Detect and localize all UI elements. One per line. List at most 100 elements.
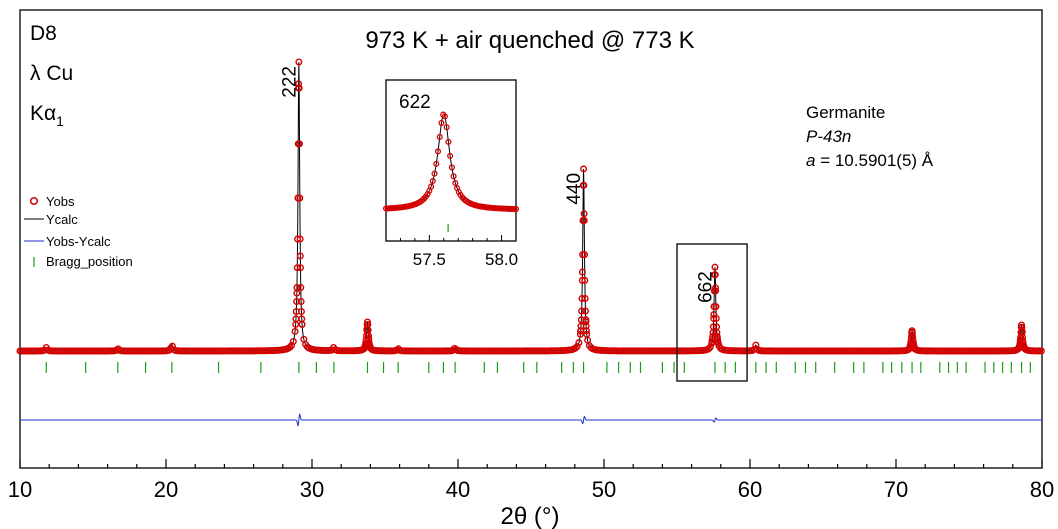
yobs-point <box>710 315 718 323</box>
yobs-point <box>297 308 305 316</box>
yobs-point <box>712 287 720 295</box>
yobs-point <box>293 298 301 306</box>
yobs-point <box>575 339 583 347</box>
inset-yobs-point <box>434 148 442 155</box>
legend: Yobs Ycalc Yobs-Ycalc Bragg_position <box>24 194 133 269</box>
yobs-point <box>573 343 581 351</box>
inset-yobs-point <box>441 113 448 120</box>
inset-yobs-point <box>445 138 452 145</box>
yobs-point <box>1019 333 1027 341</box>
yobs-point <box>580 210 588 218</box>
inset-tick-label: 58.0 <box>485 250 518 269</box>
yobs-point <box>295 58 303 66</box>
inset-yobs-point <box>436 133 443 140</box>
instrument-label-3-main: Kα <box>30 102 56 125</box>
yobs-point <box>711 271 719 279</box>
yobs-point <box>296 264 304 272</box>
yobs-point <box>580 181 588 189</box>
yobs-point <box>297 284 305 292</box>
peak-label-662: 662 <box>696 271 717 303</box>
inset-yobs-point <box>431 170 438 177</box>
legend-bragg-label: Bragg_position <box>46 254 133 269</box>
legend-yobs-label: Yobs <box>46 194 75 209</box>
instrument-label-1: D8 <box>30 22 57 45</box>
lattice-param-symbol: a <box>806 151 815 170</box>
yobs-point <box>713 329 721 337</box>
yobs-point <box>298 320 306 328</box>
yobs-point <box>296 252 304 260</box>
yobs-point <box>1021 345 1029 353</box>
inset-yobs-point <box>450 173 457 180</box>
yobs-point <box>297 298 305 306</box>
yobs-point <box>578 307 586 315</box>
yobs-point <box>293 264 301 272</box>
bragg-ticks-group <box>45 362 1031 373</box>
yobs-point <box>578 276 586 284</box>
plot-frame <box>19 9 1043 469</box>
yobs-point <box>291 327 299 335</box>
phase-space-group: P-43n <box>806 127 851 146</box>
inset-panel: 622 57.5 58.0 <box>382 79 520 269</box>
yobs-point <box>295 80 303 88</box>
difference-curve-group <box>20 413 1042 427</box>
yobs-point <box>578 295 586 303</box>
x-axis-group: 10 20 30 40 50 60 70 80 <box>8 459 1054 502</box>
yobs-point <box>296 194 304 202</box>
instrument-label-3-subscript: 1 <box>56 113 64 129</box>
yobs-point <box>363 318 371 326</box>
yobs-point <box>1037 347 1045 355</box>
yobs-point <box>296 140 304 148</box>
yobs-point <box>582 316 590 324</box>
peak-label-440: 440 <box>564 173 585 205</box>
yobs-point <box>711 263 719 271</box>
yobs-point <box>168 342 176 350</box>
yobs-point <box>577 316 585 324</box>
yobs-point <box>578 268 586 276</box>
inset-yobs-point <box>452 179 459 187</box>
ycalc-curve-group <box>20 61 1042 352</box>
x-axis-label: 2θ (°) <box>501 503 560 529</box>
yobs-point <box>908 329 916 337</box>
yobs-point <box>709 333 717 341</box>
x-tick-label: 20 <box>154 477 178 502</box>
yobs-point <box>709 323 717 331</box>
inset-plot: 57.5 58.0 <box>382 111 520 269</box>
inset-yobs-point <box>428 183 435 190</box>
legend-ycalc-label: Ycalc <box>46 212 78 227</box>
x-tick-label: 40 <box>446 477 470 502</box>
inset-yobs-point <box>433 160 440 167</box>
yobs-point <box>714 339 722 347</box>
yobs-point <box>581 276 589 284</box>
yobs-point <box>367 344 375 352</box>
yobs-point <box>909 332 917 340</box>
inset-label: 622 <box>399 92 431 113</box>
inset-yobs-point <box>447 152 454 159</box>
yobs-point <box>288 341 296 349</box>
inset-yobs-point <box>443 124 450 131</box>
yobs-point <box>580 165 588 173</box>
legend-diff-label: Yobs-Ycalc <box>46 234 111 249</box>
inset-yobs-point <box>512 206 520 213</box>
yobs-point <box>294 235 302 243</box>
yobs-point <box>571 344 579 352</box>
phase-name: Germanite <box>806 103 885 122</box>
peak-label-222: 222 <box>280 66 301 98</box>
yobs-point <box>712 315 720 323</box>
inset-yobs-point <box>438 119 445 126</box>
x-tick-label: 80 <box>1030 477 1054 502</box>
yobs-point <box>583 330 591 338</box>
ycalc-curve <box>20 61 1042 352</box>
x-tick-label: 30 <box>300 477 324 502</box>
yobs-point <box>580 216 588 224</box>
difference-curve <box>20 413 1042 427</box>
yobs-point <box>1018 328 1026 336</box>
instrument-label-2: λ Cu <box>30 62 73 85</box>
chart-title: 973 K + air quenched @ 773 K <box>365 27 694 54</box>
yobs-point <box>289 338 297 346</box>
yobs-point <box>705 345 713 353</box>
x-tick-label: 50 <box>592 477 616 502</box>
yobs-point <box>576 330 584 338</box>
x-tick-label: 60 <box>738 477 762 502</box>
phase-lattice-param: a = 10.5901(5) Å <box>806 151 934 170</box>
